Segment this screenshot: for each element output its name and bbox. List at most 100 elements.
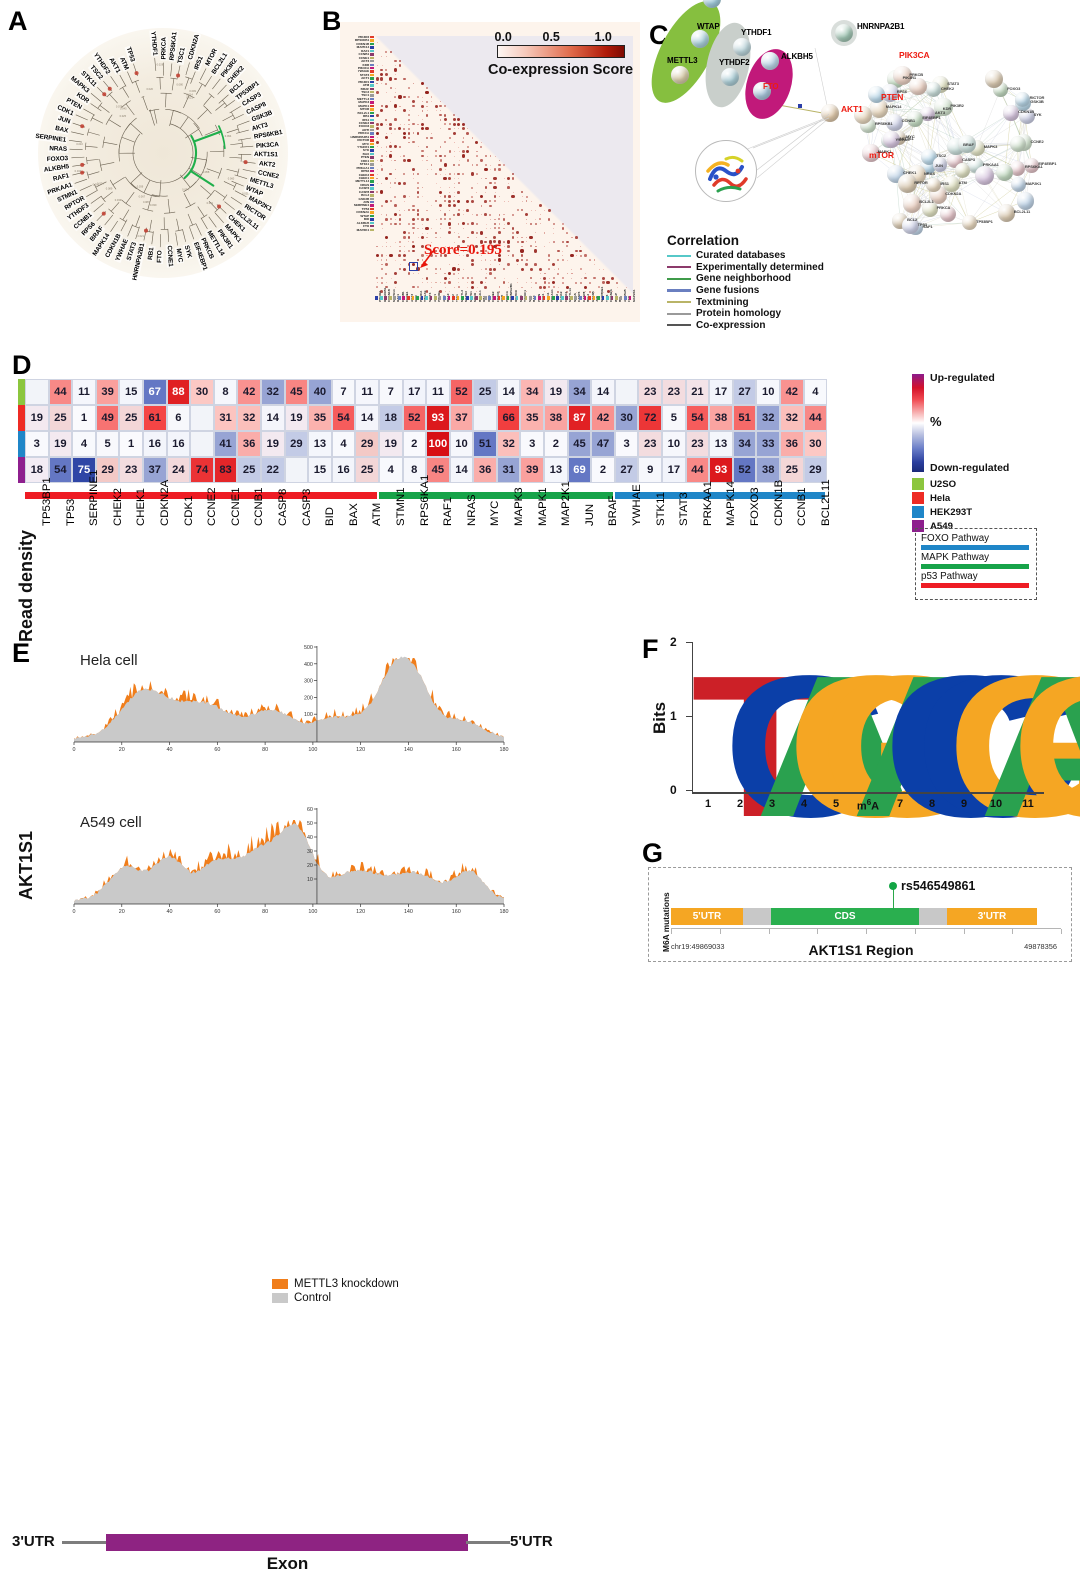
heatmap-cell[interactable]: 3 bbox=[520, 431, 544, 457]
heatmap-cell[interactable]: 4 bbox=[332, 431, 356, 457]
node-METTL3[interactable] bbox=[671, 66, 689, 84]
heatmap-cell[interactable]: 23 bbox=[638, 431, 662, 457]
node-ALKBH5[interactable] bbox=[761, 52, 779, 70]
network-node[interactable] bbox=[909, 78, 927, 96]
heatmap-cell[interactable]: 13 bbox=[544, 457, 568, 483]
heatmap-cell[interactable]: 2 bbox=[591, 457, 615, 483]
heatmap-cell[interactable]: 52 bbox=[733, 457, 757, 483]
heatmap-cell[interactable]: 100 bbox=[426, 431, 450, 457]
heatmap-cell[interactable]: 51 bbox=[473, 431, 497, 457]
region-segment-5UTR[interactable]: 5'UTR bbox=[671, 908, 743, 925]
heatmap-cell[interactable]: 23 bbox=[686, 431, 710, 457]
heatmap-cell[interactable]: 61 bbox=[143, 405, 167, 431]
heatmap-cell[interactable]: 19 bbox=[49, 431, 73, 457]
heatmap-cell[interactable]: 27 bbox=[733, 379, 757, 405]
heatmap-cell[interactable]: 5 bbox=[662, 405, 686, 431]
network-node[interactable] bbox=[1017, 192, 1034, 209]
heatmap-cell[interactable]: 33 bbox=[756, 431, 780, 457]
heatmap-cell[interactable]: 4 bbox=[379, 457, 403, 483]
heatmap-cell[interactable]: 7 bbox=[379, 379, 403, 405]
heatmap-cell[interactable]: 42 bbox=[780, 379, 804, 405]
heatmap-cell[interactable]: 42 bbox=[591, 405, 615, 431]
heatmap-cell[interactable]: 1 bbox=[119, 431, 143, 457]
heatmap-cell[interactable]: 74 bbox=[190, 457, 214, 483]
heatmap-cell[interactable]: 66 bbox=[497, 405, 521, 431]
heatmap-cell[interactable]: 32 bbox=[237, 405, 261, 431]
heatmap-cell[interactable]: 17 bbox=[403, 379, 427, 405]
heatmap-cell[interactable]: 32 bbox=[261, 379, 285, 405]
heatmap-cell[interactable]: 30 bbox=[190, 379, 214, 405]
heatmap-cell[interactable]: 22 bbox=[261, 457, 285, 483]
heatmap-cell[interactable]: 44 bbox=[686, 457, 710, 483]
heatmap-cell[interactable]: 54 bbox=[686, 405, 710, 431]
heatmap-cell[interactable]: 16 bbox=[332, 457, 356, 483]
heatmap-cell[interactable]: 47 bbox=[591, 431, 615, 457]
heatmap-cell[interactable]: 10 bbox=[756, 379, 780, 405]
heatmap-cell[interactable]: 23 bbox=[119, 457, 143, 483]
heatmap-cell[interactable]: 18 bbox=[379, 405, 403, 431]
region-segment-3UTR[interactable]: 3'UTR bbox=[947, 908, 1037, 925]
heatmap-cell[interactable]: 37 bbox=[450, 405, 474, 431]
heatmap-cell[interactable]: 34 bbox=[520, 379, 544, 405]
heatmap-cell[interactable]: 29 bbox=[285, 431, 309, 457]
heatmap-cell[interactable]: 19 bbox=[261, 431, 285, 457]
heatmap-cell[interactable] bbox=[615, 379, 639, 405]
heatmap-cell[interactable]: 87 bbox=[568, 405, 592, 431]
heatmap-cell[interactable]: 31 bbox=[497, 457, 521, 483]
heatmap-cell[interactable]: 49 bbox=[96, 405, 120, 431]
heatmap-cell[interactable]: 19 bbox=[544, 379, 568, 405]
heatmap-cell[interactable]: 32 bbox=[497, 431, 521, 457]
heatmap-cell[interactable]: 69 bbox=[568, 457, 592, 483]
heatmap-cell[interactable]: 32 bbox=[756, 405, 780, 431]
heatmap-cell[interactable]: 27 bbox=[615, 457, 639, 483]
heatmap-cell[interactable]: 19 bbox=[285, 405, 309, 431]
heatmap-cell[interactable]: 7 bbox=[332, 379, 356, 405]
heatmap-cell[interactable] bbox=[473, 405, 497, 431]
heatmap-cell[interactable]: 38 bbox=[544, 405, 568, 431]
heatmap-cell[interactable]: 93 bbox=[426, 405, 450, 431]
heatmap-cell[interactable]: 44 bbox=[49, 379, 73, 405]
heatmap-cell[interactable]: 17 bbox=[709, 379, 733, 405]
network-node[interactable] bbox=[985, 70, 1003, 88]
heatmap-cell[interactable]: 2 bbox=[544, 431, 568, 457]
heatmap-cell[interactable]: 14 bbox=[355, 405, 379, 431]
heatmap-cell[interactable]: 67 bbox=[143, 379, 167, 405]
heatmap-cell[interactable]: 25 bbox=[119, 405, 143, 431]
network-node[interactable] bbox=[1015, 92, 1030, 107]
heatmap-cell[interactable]: 14 bbox=[450, 457, 474, 483]
network-node[interactable] bbox=[962, 215, 977, 230]
node-YTHDF1[interactable] bbox=[733, 38, 751, 56]
heatmap-cell[interactable]: 39 bbox=[520, 457, 544, 483]
heatmap-cell[interactable]: 41 bbox=[214, 431, 238, 457]
heatmap-cell[interactable]: 45 bbox=[568, 431, 592, 457]
heatmap-cell[interactable]: 25 bbox=[355, 457, 379, 483]
network-node[interactable] bbox=[1003, 105, 1018, 120]
region-segment-CDS[interactable]: CDS bbox=[771, 908, 919, 925]
node-HNRNPA2B1[interactable] bbox=[835, 24, 853, 42]
heatmap-cell[interactable]: 32 bbox=[780, 405, 804, 431]
heatmap-cell[interactable]: 42 bbox=[237, 379, 261, 405]
node-YTHDF2[interactable] bbox=[721, 68, 739, 86]
heatmap-cell[interactable]: 83 bbox=[214, 457, 238, 483]
heatmap-cell[interactable]: 16 bbox=[143, 431, 167, 457]
heatmap-cell[interactable]: 30 bbox=[804, 431, 828, 457]
heatmap-cell[interactable]: 9 bbox=[638, 457, 662, 483]
heatmap-cell[interactable]: 93 bbox=[709, 457, 733, 483]
heatmap-cell[interactable]: 23 bbox=[662, 379, 686, 405]
network-node[interactable] bbox=[926, 178, 940, 192]
heatmap-cell[interactable]: 21 bbox=[686, 379, 710, 405]
heatmap-cell[interactable]: 10 bbox=[662, 431, 686, 457]
heatmap-cell[interactable]: 2 bbox=[403, 431, 427, 457]
heatmap-cell[interactable]: 30 bbox=[615, 405, 639, 431]
heatmap-cell[interactable]: 25 bbox=[237, 457, 261, 483]
heatmap-cell[interactable]: 14 bbox=[497, 379, 521, 405]
heatmap-cell[interactable] bbox=[285, 457, 309, 483]
heatmap-cell[interactable]: 11 bbox=[355, 379, 379, 405]
heatmap-cell[interactable]: 44 bbox=[804, 405, 828, 431]
heatmap-cell[interactable] bbox=[190, 431, 214, 457]
heatmap-cell[interactable]: 25 bbox=[49, 405, 73, 431]
heatmap-cell[interactable]: 5 bbox=[96, 431, 120, 457]
heatmap-cell[interactable]: 4 bbox=[72, 431, 96, 457]
heatmap-cell[interactable] bbox=[25, 379, 49, 405]
heatmap-cell[interactable]: 13 bbox=[709, 431, 733, 457]
